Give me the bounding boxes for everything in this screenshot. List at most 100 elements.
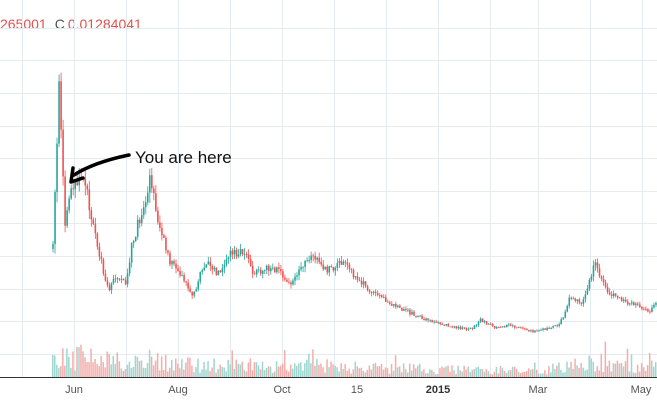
candle-body	[368, 290, 371, 293]
candle-body	[602, 278, 605, 283]
volume-bar	[447, 365, 449, 377]
volume-bar	[648, 352, 651, 377]
volume-bar	[328, 367, 330, 377]
candle-body	[140, 215, 143, 224]
candle-body	[247, 254, 250, 259]
candle-body	[320, 261, 323, 265]
volume-bar	[211, 367, 213, 377]
volume-bar	[104, 367, 106, 377]
candle-body	[429, 319, 431, 321]
volume-bar	[406, 372, 409, 377]
candle-body	[292, 280, 294, 285]
volume-bar	[320, 363, 322, 377]
candle-body	[586, 288, 589, 295]
candle-body	[290, 282, 292, 285]
candle-body	[229, 250, 232, 257]
volume-bar	[610, 371, 613, 377]
volume-bars	[52, 341, 657, 377]
candle-body	[149, 175, 151, 193]
candle-body	[274, 267, 276, 273]
candle-body	[592, 265, 595, 277]
volume-bar	[58, 368, 60, 377]
candle-body	[322, 264, 325, 270]
volume-bar	[142, 367, 145, 377]
volume-bar	[199, 372, 201, 377]
candle-body	[128, 262, 131, 274]
volume-bar	[279, 365, 282, 377]
volume-bar	[70, 367, 72, 377]
volume-bar	[177, 363, 179, 377]
volume-bar	[503, 370, 506, 377]
volume-bar	[392, 370, 395, 377]
candle-body	[493, 326, 496, 329]
volume-bar	[640, 363, 643, 377]
candle-body	[540, 329, 542, 331]
candle-body	[195, 289, 197, 292]
volume-bar	[624, 361, 627, 377]
volume-bar	[435, 374, 437, 377]
volume-bar	[318, 365, 320, 377]
volume-bar	[544, 370, 546, 377]
volume-bar	[187, 357, 189, 377]
volume-bar	[255, 362, 258, 377]
volume-bar	[152, 365, 155, 377]
candle-body	[122, 278, 125, 281]
candle-body	[209, 261, 212, 266]
candle-body	[193, 291, 195, 296]
volume-bar	[294, 363, 296, 377]
candle-body	[201, 270, 204, 272]
volume-bar	[590, 358, 592, 377]
candle-body	[366, 286, 369, 291]
candle-body	[120, 278, 123, 280]
volume-bar	[596, 366, 599, 377]
candle-body	[374, 291, 377, 293]
volume-bar	[84, 357, 86, 377]
volume-bar	[322, 367, 324, 377]
candle-body	[243, 254, 246, 255]
volume-bar	[507, 370, 510, 377]
volume-bar	[310, 363, 312, 377]
volume-bar	[602, 371, 605, 377]
candle-body	[382, 297, 385, 298]
volume-bar	[642, 367, 645, 377]
volume-bar	[479, 369, 482, 377]
volume-bar	[338, 371, 340, 377]
candle-body	[596, 262, 599, 269]
candle-body	[263, 269, 266, 271]
candle-body	[562, 317, 565, 320]
candle-body	[100, 256, 103, 260]
volume-bar	[396, 367, 399, 377]
volume-bar	[594, 371, 596, 377]
candle-body	[417, 316, 419, 317]
candle-body	[94, 224, 97, 234]
volume-bar	[207, 361, 209, 377]
volume-bar	[261, 361, 264, 377]
candle-body	[419, 315, 421, 317]
volume-bar	[302, 370, 304, 377]
volume-bar	[314, 365, 316, 377]
volume-bar	[287, 371, 290, 377]
candle-body	[221, 268, 224, 273]
candle-body	[330, 266, 333, 268]
candle-body	[106, 280, 109, 286]
candle-body	[251, 265, 254, 274]
volume-bar	[183, 369, 185, 377]
volume-bar	[86, 362, 88, 377]
volume-bar	[634, 373, 637, 377]
candle-body	[536, 330, 538, 332]
candle-body	[114, 278, 117, 280]
volume-bar	[54, 355, 56, 377]
candle-body	[576, 299, 579, 301]
volume-bar	[298, 363, 300, 377]
candle-body	[485, 321, 488, 325]
candle-body	[491, 323, 494, 327]
volume-bar	[461, 371, 463, 377]
candle-body	[272, 267, 274, 269]
volume-bar	[453, 370, 455, 377]
candle-body	[449, 326, 452, 328]
candle-body	[403, 308, 405, 311]
candle-body	[574, 298, 577, 301]
volume-bar	[291, 368, 294, 377]
candle-body	[421, 315, 423, 319]
